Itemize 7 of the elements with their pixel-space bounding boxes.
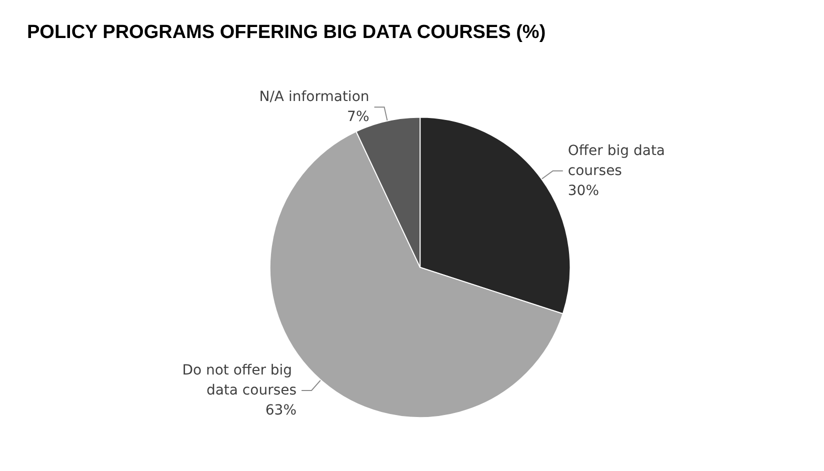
chart-title: POLICY PROGRAMS OFFERING BIG DATA COURSES (%)	[27, 22, 546, 43]
slice-label: N/A information	[259, 89, 370, 106]
data-label: 7%	[347, 109, 370, 126]
data-label: 30%	[568, 182, 600, 199]
slice-label: Offer big data courses	[568, 142, 670, 179]
slice-label: Do not offer big data courses	[182, 362, 297, 398]
data-label: 63%	[265, 402, 297, 418]
